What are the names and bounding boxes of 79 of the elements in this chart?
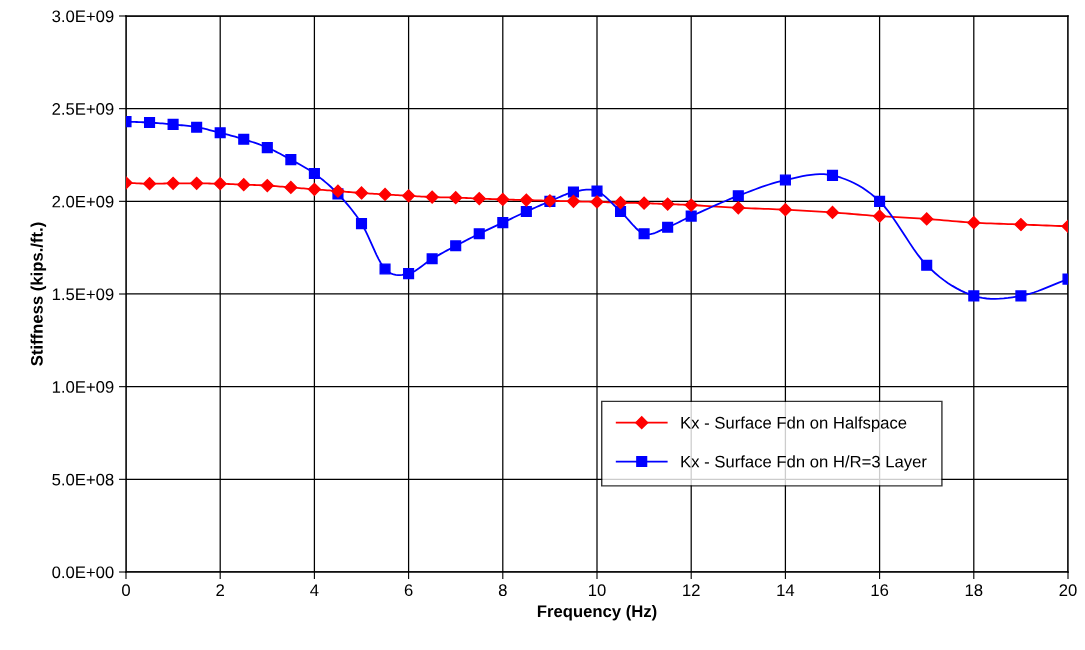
point [166, 176, 180, 190]
point [238, 133, 250, 145]
point [613, 196, 628, 210]
point [355, 218, 368, 230]
point [284, 180, 298, 195]
point [638, 228, 650, 240]
x-tick-label: 14 [777, 584, 795, 596]
point [661, 197, 675, 211]
point [519, 193, 533, 207]
point [473, 228, 485, 240]
x-axis-title: Frequency (Hz) [537, 604, 657, 621]
point [496, 192, 510, 207]
point [1015, 290, 1027, 302]
point [285, 154, 297, 166]
point [450, 240, 462, 252]
x-tick-label: 8 [498, 584, 507, 597]
point [591, 185, 603, 197]
legend-label: Kx - Surface Fdn on Halfspace [681, 416, 907, 432]
y-tick-label: 3.0E+09 [52, 10, 114, 23]
point [331, 184, 345, 198]
x-tick-label: 18 [965, 584, 983, 597]
point [1014, 217, 1028, 232]
point [566, 194, 581, 208]
point [379, 263, 391, 275]
x-tick-label: 20 [1059, 584, 1077, 597]
point [307, 182, 321, 196]
point [402, 189, 416, 203]
point [260, 178, 274, 193]
point [778, 203, 792, 217]
point [825, 205, 840, 220]
point [921, 259, 933, 271]
point [520, 205, 532, 218]
point [779, 174, 791, 186]
point [874, 195, 886, 207]
y-tick-label: 2.5E+09 [52, 103, 114, 115]
point [637, 196, 651, 210]
point [142, 177, 157, 191]
x-tick-label: 0 [122, 584, 130, 597]
y-axis-title: Stiffness (kips./ft.) [30, 222, 47, 366]
point [684, 198, 698, 212]
point [590, 195, 604, 209]
point [968, 290, 980, 302]
point [731, 201, 745, 215]
y-tick-label: 1.0E+09 [52, 381, 114, 393]
point [425, 190, 439, 204]
y-tick-label: 1.5E+09 [52, 288, 114, 301]
x-tick-label: 10 [589, 584, 606, 597]
y-tick-label: 5.0E+08 [52, 473, 114, 486]
point [873, 209, 887, 223]
point [191, 121, 203, 133]
point [472, 191, 486, 206]
x-tick-label: 12 [683, 584, 700, 596]
point [662, 221, 674, 233]
point [237, 178, 251, 192]
point [308, 167, 320, 180]
x-tick-label: 16 [871, 584, 889, 597]
x-tick-label: 6 [404, 584, 413, 597]
point [214, 127, 226, 139]
point [826, 169, 839, 181]
point [378, 187, 392, 202]
point [449, 191, 463, 205]
point [685, 210, 697, 222]
point [403, 268, 415, 280]
point [967, 216, 981, 230]
point [426, 253, 438, 265]
point [167, 118, 179, 130]
point [190, 176, 204, 190]
point [143, 117, 156, 129]
point [732, 190, 744, 202]
x-tick-label: 2 [216, 584, 224, 596]
y-tick-label: 2.0E+09 [52, 195, 114, 208]
point [354, 186, 369, 200]
point [213, 177, 227, 191]
x-tick-label: 4 [310, 584, 319, 596]
point [261, 142, 273, 154]
legend-label: Kx - Surface Fdn on H/R=3 Layer [681, 455, 927, 471]
point [920, 212, 934, 226]
y-tick-label: 0.0E+00 [52, 566, 114, 579]
point [497, 217, 509, 229]
